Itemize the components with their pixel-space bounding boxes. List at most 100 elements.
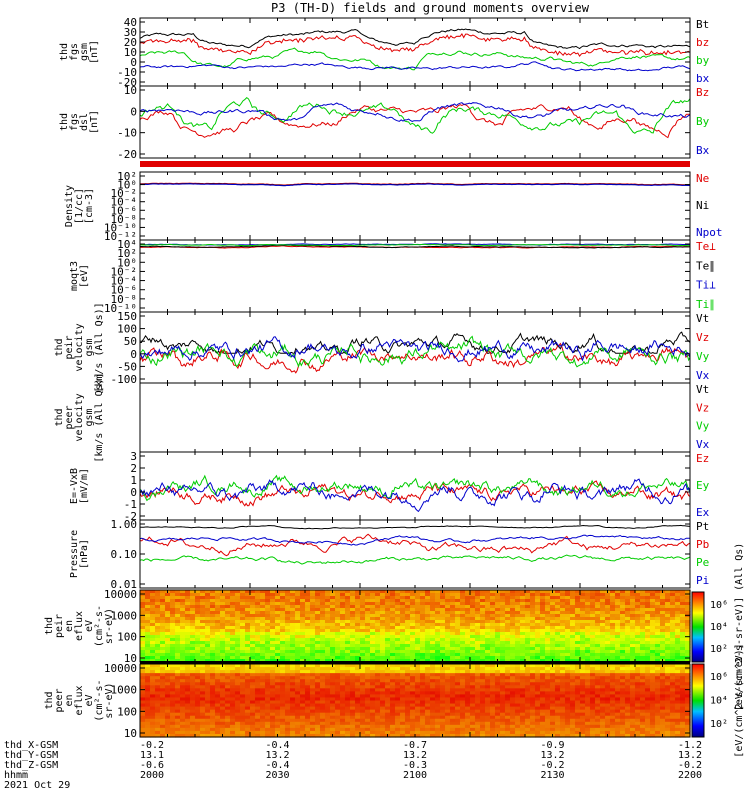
series-te∥-line — [140, 244, 691, 249]
ylabel-line: E=-VxB — [69, 468, 80, 504]
x-row-label: thd_Y-GSM — [4, 750, 58, 761]
ylabel-line: eV — [84, 694, 95, 706]
colorbar-tick: 10⁶ — [710, 600, 728, 611]
legend-ti∥: Ti∥ — [696, 298, 715, 311]
ytick-label: 10⁻⁴ — [111, 196, 138, 209]
date-label: 2021 Oct 29 — [4, 780, 70, 791]
ylabel-line: [1/cc] — [74, 188, 85, 224]
series-bx-line — [139, 61, 691, 72]
series-vx-line — [139, 336, 691, 363]
x-tick-value: 13.2 — [540, 750, 564, 761]
ylabel-line: [km/s (All Qs)] — [94, 372, 105, 462]
ylabel-line: peer — [54, 688, 65, 712]
ytick-label: -100 — [111, 373, 138, 386]
ytick-label: -20 — [117, 148, 137, 161]
series-vy-line — [139, 335, 691, 368]
spectrogram-ion — [140, 590, 691, 663]
series-pi-line — [139, 534, 690, 546]
series-pt-line — [139, 524, 691, 530]
ylabel-line: peir — [64, 335, 75, 359]
legend-te∥: Te∥ — [696, 259, 715, 272]
ylabel-line: [nT] — [89, 40, 100, 64]
legend-ne: Ne — [696, 172, 709, 185]
x-tick-value: -0.2 — [678, 760, 702, 771]
ylabel-line: [mV/m] — [79, 468, 90, 504]
ylabel-line: [eV] — [79, 264, 90, 288]
ylabel-line: fgs — [69, 113, 80, 131]
legend-ex: Ex — [696, 506, 710, 519]
ylabel-line: thd — [54, 338, 65, 356]
colorbar-tick: 10⁴ — [710, 696, 728, 707]
ylabel-line: eV — [84, 620, 95, 632]
ytick-label: 10² — [117, 247, 137, 260]
x-tick-value: 13.2 — [678, 750, 702, 761]
x-tick-value: -0.4 — [265, 740, 289, 751]
ytick-label: 10⁻¹⁰ — [104, 221, 137, 234]
legend-vx: Vx — [696, 369, 710, 382]
ytick-label: 1000 — [111, 609, 138, 622]
ylabel-line: gsm — [84, 408, 95, 426]
x-tick-value: -0.9 — [540, 740, 564, 751]
legend-vx: Vx — [696, 438, 710, 451]
ytick-label: 50 — [124, 335, 137, 348]
legend-ti⊥: Ti⊥ — [696, 279, 716, 292]
ytick-label: 10⁻² — [111, 187, 138, 200]
ytick-label: 10⁻² — [111, 265, 138, 278]
ytick-label: 100 — [117, 323, 137, 336]
legend-ni: Ni — [696, 199, 709, 212]
ytick-label: 10² — [117, 170, 137, 183]
x-tick-value: 2130 — [540, 770, 564, 781]
ytick-label: 0 — [130, 56, 137, 69]
ytick-label: -2 — [124, 510, 137, 523]
ytick-label: 1000 — [111, 684, 138, 697]
legend-npot: Npot — [696, 226, 723, 239]
ylabel-line: [nT] — [89, 110, 100, 134]
ylabel-line: [cm-3] — [84, 188, 95, 224]
ytick-label: 150 — [117, 310, 137, 323]
x-tick-value: 2100 — [403, 770, 427, 781]
ytick-label: 0 — [130, 105, 137, 118]
series-vz-line — [139, 342, 691, 374]
ylabel-line: gsm — [79, 43, 90, 61]
legend-te⊥: Te⊥ — [696, 240, 716, 253]
ytick-label: 10000 — [104, 662, 137, 675]
colorbar-tick: 10⁶ — [710, 672, 728, 683]
ytick-label: 1.00 — [111, 518, 138, 531]
ylabel-line: eflux — [74, 611, 85, 641]
ylabel-line: thd — [44, 617, 55, 635]
series-pb-line — [140, 533, 691, 557]
ylabel-line: gsm — [84, 338, 95, 356]
legend-pb: Pb — [696, 538, 709, 551]
ytick-label: 10⁻⁶ — [111, 204, 138, 217]
ytick-label: -20 — [117, 76, 137, 89]
colorbar-label: [eV/(cm^2-s-sr-eV)] — [734, 643, 745, 757]
colorbar-2: 10⁶ 10⁴ 10² [eV/(cm^2-s-sr-eV)] — [691, 643, 745, 758]
ylabel-line: peir — [54, 614, 65, 638]
legend-vt: Vt — [696, 312, 709, 325]
legend-by: by — [696, 54, 710, 67]
legend-pi: Pi — [696, 574, 709, 587]
legend-ey: Ey — [696, 479, 710, 492]
legend-vz: Vz — [696, 401, 709, 414]
ytick-label: -10 — [117, 66, 137, 79]
ytick-label: 10 — [124, 84, 137, 97]
legend-by: By — [696, 115, 710, 128]
ytick-label: 10 — [124, 652, 137, 665]
ytick-label: 10⁻⁴ — [111, 275, 138, 288]
ylabel-line: sr-eV) — [104, 608, 115, 644]
ylabel-line: eflux — [74, 685, 85, 715]
ytick-label: 10⁴ — [117, 238, 137, 251]
ylabel-line: peer — [64, 405, 75, 429]
ytick-label: -10 — [117, 127, 137, 140]
panel-3: 10²10⁰10⁻²10⁻⁴10⁻⁶10⁻⁸10⁻¹⁰10⁻¹²Density[… — [64, 170, 723, 243]
x-row-label: thd_Z-GSM — [4, 760, 58, 771]
series-bt-line — [139, 28, 691, 50]
x-tick-value: 13.1 — [140, 750, 164, 761]
ylabel-line: thd — [59, 113, 70, 131]
ylabel-line: [km/s (All Qs)] — [94, 302, 105, 392]
x-row-label: thd_X-GSM — [4, 740, 58, 751]
x-tick-value: -1.2 — [678, 740, 702, 751]
colorbar-tick: 10⁴ — [710, 622, 728, 633]
panel-8-lines — [139, 524, 691, 565]
